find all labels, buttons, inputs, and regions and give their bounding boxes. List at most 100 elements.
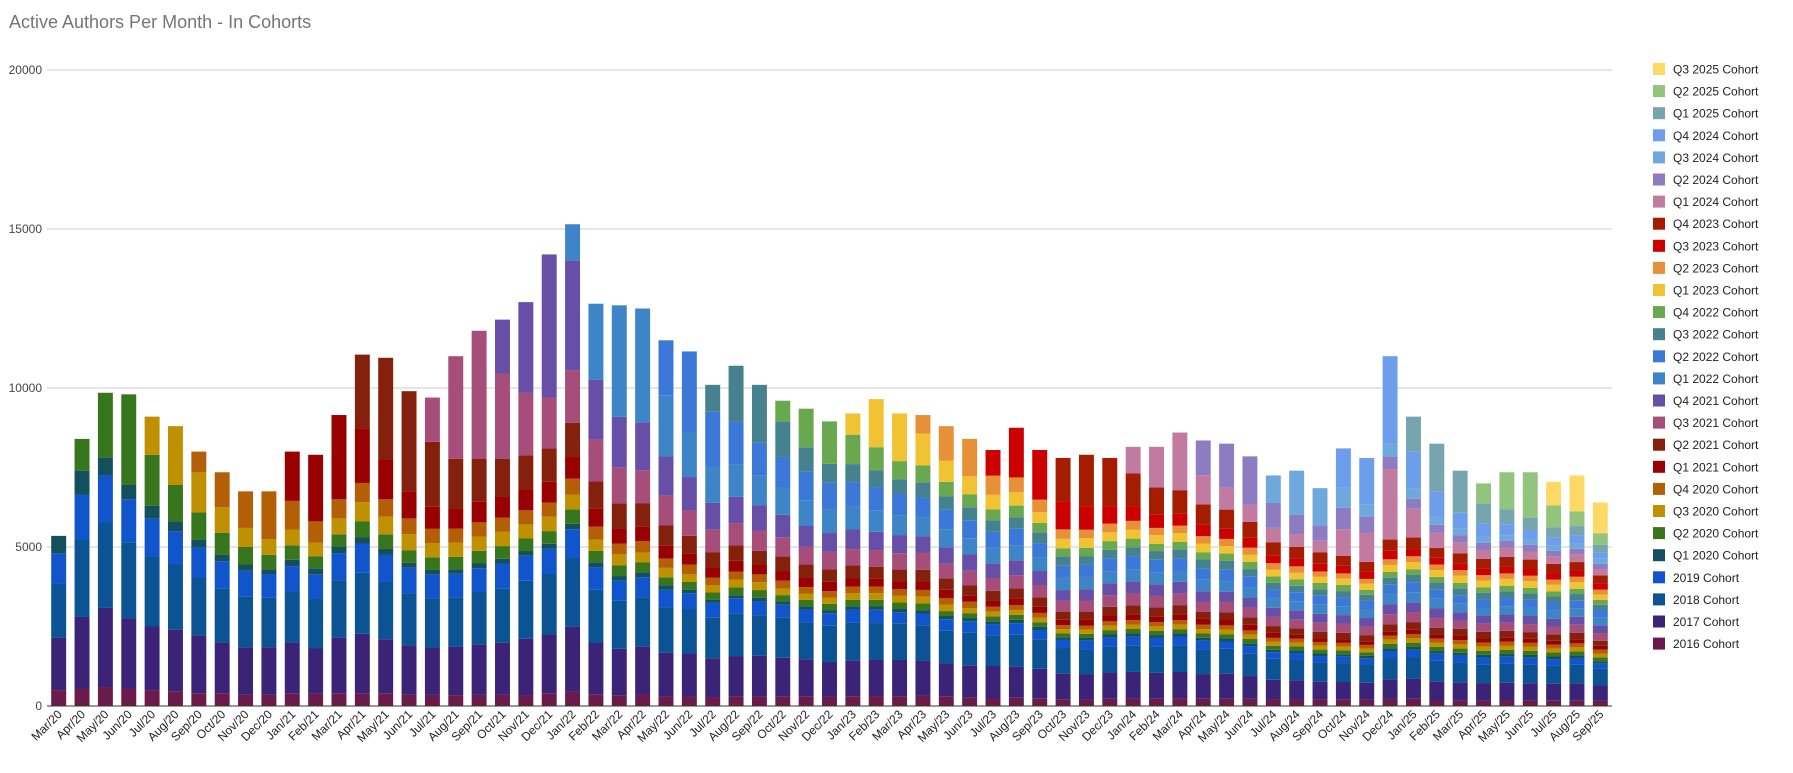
bar-segment — [471, 694, 487, 706]
bar-segment — [1522, 664, 1538, 684]
bar-segment — [1476, 683, 1492, 701]
bar-segment — [845, 482, 861, 507]
bar-segment — [214, 561, 230, 589]
bar-segment — [588, 379, 604, 440]
bar-segment — [1242, 521, 1258, 538]
bar-segment — [51, 535, 67, 554]
bar-segment — [1452, 640, 1468, 645]
legend-item[interactable]: 2019 Cohort — [1653, 571, 1740, 585]
bar-segment — [705, 529, 721, 553]
bar-segment — [962, 438, 978, 477]
bar-segment — [1102, 595, 1118, 607]
legend-item[interactable]: Q3 2025 Cohort — [1653, 63, 1759, 77]
bar-segment — [238, 491, 254, 528]
bar-segment — [1312, 604, 1328, 614]
bar-stack — [938, 426, 954, 706]
legend-item[interactable]: 2016 Cohort — [1653, 637, 1740, 651]
legend-item[interactable]: Q1 2022 Cohort — [1653, 372, 1759, 386]
bar-segment — [1592, 583, 1608, 590]
bar-segment — [1359, 589, 1375, 595]
bar-segment — [308, 648, 324, 694]
legend-item[interactable]: Q2 2022 Cohort — [1653, 350, 1759, 364]
bar-segment — [471, 459, 487, 502]
legend-item[interactable]: Q2 2020 Cohort — [1653, 527, 1759, 541]
bar-segment — [1476, 503, 1492, 524]
legend-item[interactable]: Q3 2021 Cohort — [1653, 416, 1759, 430]
bar-segment — [588, 303, 604, 380]
bar-segment — [1359, 658, 1375, 665]
legend-item[interactable]: Q3 2020 Cohort — [1653, 505, 1759, 519]
bar-segment — [1078, 600, 1094, 612]
bar-segment — [728, 656, 744, 697]
legend-item[interactable]: Q1 2025 Cohort — [1653, 107, 1759, 121]
bar-segment — [751, 564, 767, 575]
bar-segment — [1265, 527, 1281, 543]
legend-item[interactable]: Q4 2021 Cohort — [1653, 394, 1759, 408]
bar-segment — [1499, 524, 1515, 536]
bar-segment — [238, 547, 254, 565]
bar-segment — [1149, 698, 1164, 706]
legend-item[interactable]: Q1 2024 Cohort — [1653, 195, 1759, 209]
legend-item[interactable]: Q1 2021 Cohort — [1653, 460, 1759, 474]
bar-segment — [1522, 551, 1538, 560]
bar-segment — [1382, 469, 1398, 540]
bar-segment — [401, 694, 417, 706]
bar-segment — [1149, 646, 1164, 673]
bar-segment — [541, 516, 557, 532]
legend[interactable]: Q3 2025 Cohort Q2 2025 Cohort Q1 2025 Coho… — [1653, 63, 1759, 652]
bar-segment — [1569, 647, 1585, 652]
bar-segment — [97, 457, 113, 476]
bar-segment — [1592, 668, 1608, 686]
bar-segment — [751, 601, 767, 616]
bar-segment — [1592, 533, 1608, 545]
bar-segment — [191, 693, 207, 706]
bar-segment — [1219, 648, 1235, 674]
legend-item[interactable]: Q2 2021 Cohort — [1653, 438, 1759, 452]
bar-segment — [1149, 572, 1164, 585]
legend-item[interactable]: Q3 2022 Cohort — [1653, 328, 1759, 342]
legend-item[interactable]: Q3 2024 Cohort — [1653, 151, 1759, 165]
bar-segment — [658, 585, 674, 590]
bar-stack — [1219, 443, 1235, 706]
bar-segment — [705, 697, 721, 706]
bar-segment — [1289, 610, 1305, 620]
legend-swatch — [1653, 460, 1665, 473]
bar-segment — [167, 484, 183, 522]
bar-segment — [448, 508, 464, 529]
bar-segment — [1265, 658, 1281, 680]
bar-segment — [331, 553, 347, 581]
bar-segment — [705, 599, 721, 603]
legend-item[interactable]: Q2 2023 Cohort — [1653, 261, 1759, 275]
bar-segment — [845, 609, 861, 623]
legend-item[interactable]: Q2 2024 Cohort — [1653, 173, 1759, 187]
bar-segment — [1289, 628, 1305, 635]
legend-item[interactable]: 2017 Cohort — [1653, 615, 1740, 629]
bar-segment — [1359, 641, 1375, 645]
bar-segment — [798, 447, 814, 472]
legend-item[interactable]: 2018 Cohort — [1653, 593, 1740, 607]
legend-item[interactable]: Q4 2020 Cohort — [1653, 482, 1759, 496]
legend-item[interactable]: Q1 2023 Cohort — [1653, 284, 1759, 298]
bar-segment — [822, 603, 837, 611]
bar-segment — [1312, 699, 1328, 706]
bar-segment — [448, 646, 464, 696]
legend-item[interactable]: Q4 2024 Cohort — [1653, 129, 1759, 143]
bar-segment — [1125, 547, 1141, 557]
bar-segment — [611, 554, 627, 566]
bar-segment — [892, 515, 908, 536]
legend-item[interactable]: Q4 2023 Cohort — [1653, 217, 1759, 231]
legend-swatch — [1653, 107, 1665, 120]
legend-item[interactable]: Q2 2025 Cohort — [1653, 85, 1759, 99]
bar-segment — [868, 578, 884, 587]
bar-segment — [1569, 658, 1585, 665]
bar-segment — [845, 586, 861, 594]
bar-segment — [1219, 538, 1235, 547]
bar-segment — [1569, 511, 1585, 527]
legend-item[interactable]: Q4 2022 Cohort — [1653, 306, 1759, 320]
bar-segment — [658, 567, 674, 578]
bar-segment — [191, 635, 207, 694]
legend-item[interactable]: Q3 2023 Cohort — [1653, 239, 1759, 253]
legend-item[interactable]: Q1 2020 Cohort — [1653, 549, 1759, 563]
bar-segment — [1149, 595, 1164, 608]
bar-segment — [1265, 576, 1281, 583]
